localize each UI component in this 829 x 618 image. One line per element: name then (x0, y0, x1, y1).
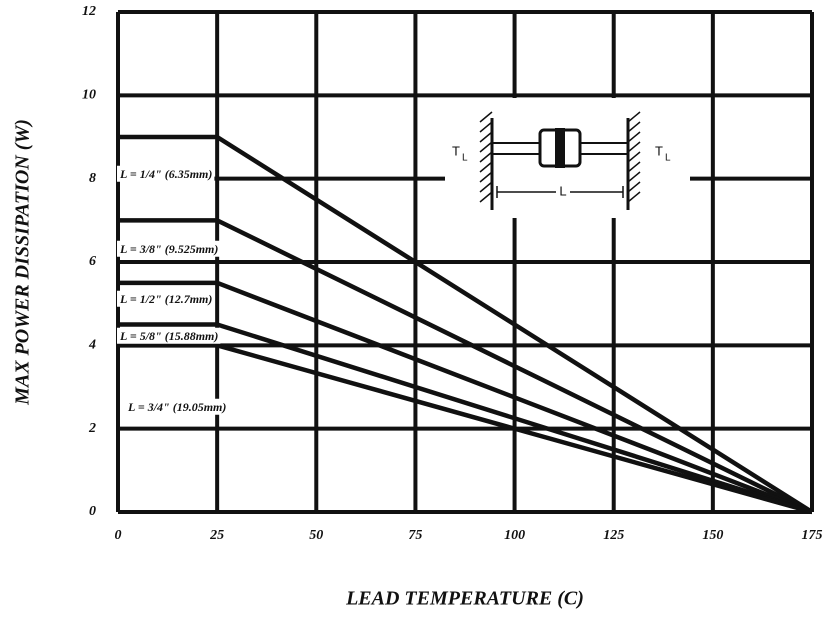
series-label: L = 5/8" (15.88mm) (119, 329, 218, 343)
series-label: L = 1/2" (12.7mm) (119, 292, 212, 306)
y-tick-label: 2 (88, 421, 96, 436)
x-tick-label: 0 (115, 528, 122, 543)
y-tick-label: 12 (82, 4, 96, 19)
x-tick-label: 25 (209, 528, 224, 543)
x-tick-label: 50 (309, 528, 323, 543)
inset-label: T (452, 143, 460, 158)
series-line (118, 343, 813, 515)
label-background (117, 165, 215, 182)
label-background (556, 184, 570, 200)
inset-label: L (665, 153, 671, 164)
series-label: L = 3/4" (19.05mm) (127, 400, 226, 414)
component-band (555, 128, 565, 168)
y-tick-label: 6 (89, 254, 96, 269)
series-line (118, 134, 814, 514)
wall-hatch (479, 111, 641, 203)
series-label: L = 3/8" (9.525mm) (119, 242, 218, 256)
x-tick-label: 150 (702, 528, 723, 543)
inset-label: L (462, 153, 468, 164)
series-line (118, 218, 813, 515)
x-tick-label: 100 (504, 528, 525, 543)
inset-label: L (559, 183, 566, 198)
y-tick-label: 4 (88, 338, 96, 353)
series-label: L = 1/4" (6.35mm) (119, 167, 212, 181)
x-tick-label: 125 (603, 528, 624, 543)
y-axis-title: MAX POWER DISSIPATION (W) (12, 119, 34, 406)
y-tick-label: 0 (89, 504, 96, 519)
label-background (117, 327, 221, 344)
x-tick-label: 75 (408, 528, 422, 543)
label-background (125, 398, 229, 415)
leads (492, 142, 628, 155)
inset-label: T (655, 143, 663, 158)
y-tick-label: 8 (89, 171, 96, 186)
inset-diagram: T L T L L (445, 98, 690, 218)
x-tick-label: 175 (802, 528, 823, 543)
plot-area: 0 2 4 6 8 10 12 0 25 50 75 100 125 150 175 L = 1/4" (6.… (82, 4, 823, 543)
x-axis-title: LEAD TEMPERATURE (C) (345, 588, 584, 610)
series-line (118, 322, 813, 515)
series-line (118, 280, 813, 515)
label-background (117, 290, 215, 307)
y-tick-label: 10 (82, 88, 96, 103)
label-background (117, 240, 221, 257)
